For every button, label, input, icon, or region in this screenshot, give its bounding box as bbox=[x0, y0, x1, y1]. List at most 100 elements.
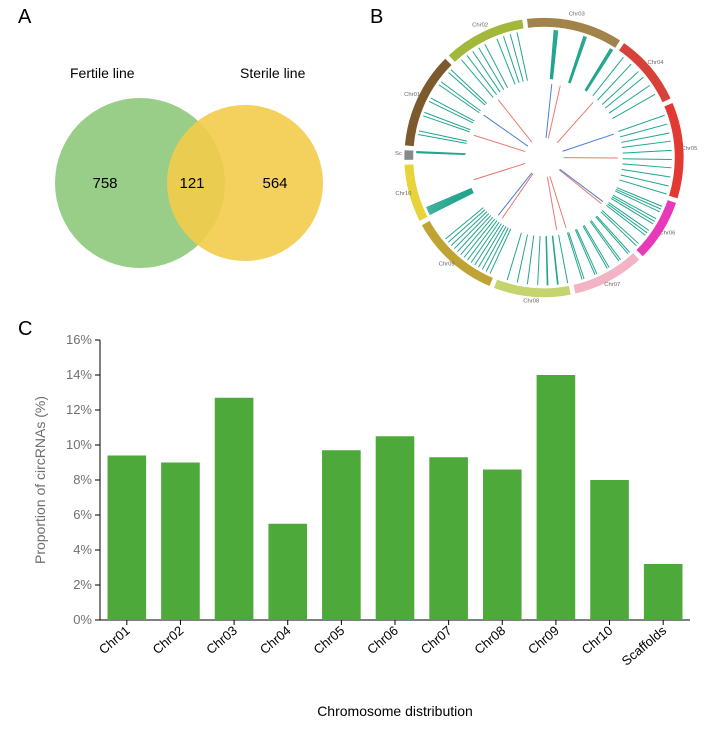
venn-right-label: Sterile line bbox=[240, 65, 306, 81]
circos-chr bbox=[404, 150, 413, 160]
circos-tick bbox=[427, 189, 472, 209]
x-tick-label: Chr02 bbox=[150, 623, 187, 657]
y-tick-label: 16% bbox=[66, 332, 92, 347]
venn-left-label: Fertile line bbox=[70, 65, 135, 81]
circos-tick bbox=[621, 175, 669, 186]
circos-tick bbox=[569, 36, 584, 83]
panel-label-a: A bbox=[18, 6, 31, 29]
circos-inner-tick bbox=[498, 100, 532, 142]
circos-tick bbox=[570, 37, 586, 83]
circos-tick bbox=[527, 235, 533, 284]
bar bbox=[537, 375, 576, 620]
bar bbox=[590, 480, 629, 620]
circos-tick bbox=[485, 44, 508, 88]
circos-tick bbox=[616, 189, 661, 209]
x-tick-label: Chr06 bbox=[364, 623, 401, 657]
x-tick-label: Chr07 bbox=[418, 623, 455, 657]
circos-chr-label: Chr03 bbox=[569, 12, 586, 18]
circos-chr-label: Chr05 bbox=[681, 146, 698, 152]
circos-chr bbox=[619, 43, 671, 102]
circos-plot: Chr01Chr02Chr03Chr04Chr05Chr06Chr07Chr08… bbox=[384, 10, 704, 305]
circos-tick bbox=[569, 36, 585, 83]
y-tick-label: 0% bbox=[73, 612, 92, 627]
circos-tick bbox=[427, 190, 472, 210]
circos-tick bbox=[457, 215, 490, 251]
circos-tick bbox=[622, 169, 671, 176]
y-tick-label: 4% bbox=[73, 542, 92, 557]
panel-label-b: B bbox=[370, 6, 383, 29]
bar bbox=[429, 457, 468, 620]
x-axis-label: Chromosome distribution bbox=[317, 703, 473, 719]
x-tick-label: Chr01 bbox=[96, 623, 133, 657]
bar-chart: 0%2%4%6%8%10%12%14%16%Proportion of circ… bbox=[20, 320, 705, 730]
y-tick-label: 12% bbox=[66, 402, 92, 417]
circos-tick bbox=[586, 50, 612, 91]
circos-tick bbox=[461, 60, 493, 98]
venn-svg: Fertile line Sterile line 758 121 564 bbox=[20, 28, 370, 298]
circos-tick bbox=[439, 85, 479, 113]
bar-svg: 0%2%4%6%8%10%12%14%16%Proportion of circ… bbox=[20, 320, 705, 730]
circos-tick bbox=[428, 190, 473, 210]
circos-tick bbox=[622, 141, 671, 147]
circos-tick bbox=[473, 51, 500, 92]
circos-inner-tick bbox=[484, 115, 528, 146]
circos-tick bbox=[622, 164, 671, 168]
circos-chr-label: Chr01 bbox=[404, 92, 420, 98]
circos-tick bbox=[429, 192, 473, 214]
circos-tick bbox=[517, 33, 527, 81]
circos-tick bbox=[559, 235, 568, 283]
circos-tick bbox=[577, 229, 597, 274]
x-tick-label: Chr03 bbox=[203, 623, 240, 657]
x-tick-label: Chr05 bbox=[311, 623, 348, 657]
circos-svg: Chr01Chr02Chr03Chr04Chr05Chr06Chr07Chr08… bbox=[384, 10, 704, 305]
y-tick-label: 2% bbox=[73, 577, 92, 592]
circos-tick bbox=[454, 214, 488, 249]
bar bbox=[161, 463, 200, 621]
venn-left-value: 758 bbox=[92, 175, 117, 192]
x-tick-label: Chr10 bbox=[579, 623, 616, 657]
circos-tick bbox=[569, 232, 584, 279]
circos-tick bbox=[623, 159, 672, 160]
circos-tick bbox=[584, 225, 609, 267]
circos-tick bbox=[429, 191, 473, 212]
y-axis-label: Proportion of circRNAs (%) bbox=[32, 396, 48, 564]
circos-inner-tick bbox=[547, 177, 556, 230]
circos-chr-label: Chr08 bbox=[523, 298, 540, 304]
circos-tick bbox=[593, 57, 624, 96]
y-tick-label: 10% bbox=[66, 437, 92, 452]
bar bbox=[644, 564, 683, 620]
bar bbox=[215, 398, 254, 620]
circos-tick bbox=[586, 49, 612, 91]
circos-chr-label: Chr06 bbox=[659, 231, 676, 237]
circos-inner-tick bbox=[563, 134, 614, 151]
circos-tick bbox=[538, 236, 540, 285]
circos-inner-tick bbox=[502, 174, 533, 219]
circos-chr-label: Sc bbox=[395, 151, 402, 157]
circos-tick bbox=[428, 191, 473, 212]
circos-inner-tick bbox=[548, 86, 560, 139]
circos-tick bbox=[553, 236, 558, 285]
bar bbox=[268, 524, 307, 620]
venn-overlap-value: 121 bbox=[179, 175, 204, 192]
circos-chr bbox=[494, 280, 571, 298]
circos-chr-label: Chr10 bbox=[395, 191, 412, 197]
bar bbox=[108, 456, 147, 621]
circos-chr-label: Chr04 bbox=[647, 60, 664, 66]
x-tick-label: Chr04 bbox=[257, 623, 294, 657]
x-tick-label: Chr09 bbox=[525, 623, 562, 657]
circos-inner-tick bbox=[474, 163, 526, 179]
circos-inner-tick bbox=[498, 173, 532, 215]
circos-tick bbox=[623, 150, 672, 153]
circos-tick bbox=[479, 48, 504, 90]
circos-inner-tick bbox=[560, 169, 603, 201]
circos-chr-label: Chr09 bbox=[439, 262, 455, 268]
bar bbox=[376, 436, 415, 620]
venn-right-value: 564 bbox=[262, 175, 287, 192]
circos-inner-tick bbox=[546, 84, 552, 138]
x-tick-label: Scaffolds bbox=[619, 622, 670, 668]
y-tick-label: 6% bbox=[73, 507, 92, 522]
x-tick-label: Chr08 bbox=[471, 623, 508, 657]
circos-inner-tick bbox=[550, 176, 566, 228]
circos-tick bbox=[585, 49, 611, 91]
circos-tick bbox=[585, 48, 611, 90]
